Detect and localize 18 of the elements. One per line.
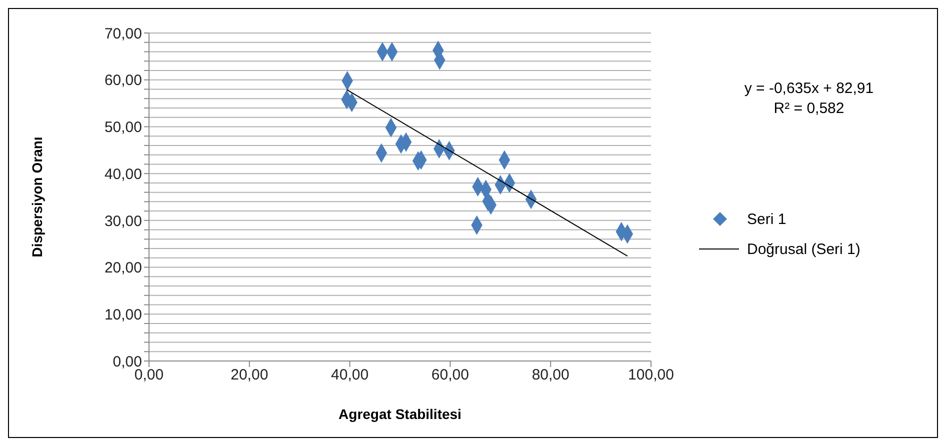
y-tick-label: 20,00 xyxy=(104,260,142,277)
x-tick-label: 100,00 xyxy=(628,366,674,384)
text: y = -0,635x + 82,91 xyxy=(743,79,875,99)
x-tick-label: 20,00 xyxy=(230,366,268,384)
y-tick-label: 70,00 xyxy=(104,25,142,42)
x-tick-label: 60,00 xyxy=(431,366,469,384)
y-tick-label: 40,00 xyxy=(104,166,142,183)
y-axis-title: Dispersiyon Oranı xyxy=(28,136,45,258)
x-axis-title: Agregat Stabilitesi xyxy=(338,406,462,422)
x-tick-label: 40,00 xyxy=(331,366,369,384)
legend-label: Doğrusal (Seri 1) xyxy=(747,240,860,258)
x-tick-label: 80,00 xyxy=(532,366,570,384)
y-tick-label: 60,00 xyxy=(104,72,142,90)
y-tick-label: 10,00 xyxy=(104,306,142,324)
text: R² = 0,582 xyxy=(772,99,846,119)
y-tick-label: 50,00 xyxy=(104,119,142,136)
y-tick-label: 30,00 xyxy=(104,212,142,230)
legend-label: Seri 1 xyxy=(747,210,786,228)
